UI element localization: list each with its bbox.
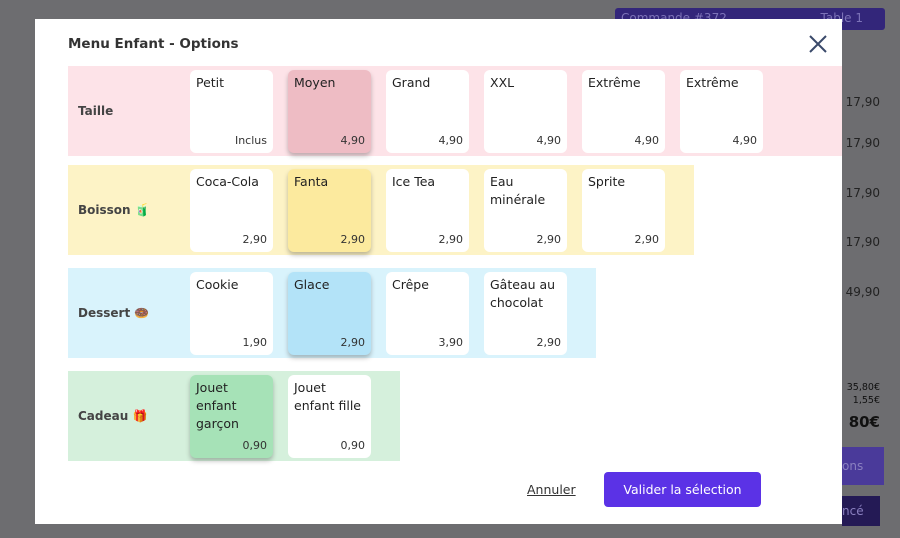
option-price: 2,90 xyxy=(242,233,268,246)
option-card[interactable]: Extrême 4,90 xyxy=(582,70,665,153)
option-card[interactable]: Eau minérale 2,90 xyxy=(484,169,567,252)
option-card[interactable]: Petit Inclus xyxy=(190,70,273,153)
option-group: Cadeau 🎁 Jouet enfant garçon 0,90 Jouet enf… xyxy=(68,371,400,461)
option-name: Gâteau au chocolat xyxy=(490,277,556,310)
total: 35,80€ xyxy=(846,382,880,393)
group-label: Boisson 🧃 xyxy=(78,203,150,217)
option-name: Glace xyxy=(294,277,330,292)
modal-title: Menu Enfant - Options xyxy=(68,36,239,52)
close-icon xyxy=(809,35,827,53)
option-card[interactable]: Coca-Cola 2,90 xyxy=(190,169,273,252)
option-price: 4,90 xyxy=(536,134,562,147)
option-card[interactable]: Fanta 2,90 xyxy=(288,169,371,252)
option-price: 2,90 xyxy=(536,336,562,349)
partial-button-label: ons xyxy=(842,459,864,473)
option-card[interactable]: Ice Tea 2,90 xyxy=(386,169,469,252)
option-price: 2,90 xyxy=(536,233,562,246)
option-price: 1,90 xyxy=(242,336,268,349)
group-label: Taille xyxy=(78,104,114,118)
option-card[interactable]: Grand 4,90 xyxy=(386,70,469,153)
line-price: 49,90 xyxy=(845,285,880,299)
option-price: 2,90 xyxy=(340,233,366,246)
option-name: Crêpe xyxy=(392,277,429,292)
partial-button-label: ncé xyxy=(842,504,864,518)
option-price: 4,90 xyxy=(732,134,758,147)
close-button[interactable] xyxy=(807,33,829,55)
group-label: Dessert 🍩 xyxy=(78,306,150,320)
option-price: 2,90 xyxy=(340,336,366,349)
option-name: Eau minérale xyxy=(490,174,546,207)
confirm-button[interactable]: Valider la sélection xyxy=(604,472,761,507)
partial-button[interactable]: ons xyxy=(842,447,884,485)
option-price: 2,90 xyxy=(634,233,660,246)
option-name: Petit xyxy=(196,75,225,90)
option-card[interactable]: Moyen 4,90 xyxy=(288,70,371,153)
option-name: Jouet enfant garçon xyxy=(196,380,239,431)
option-card[interactable]: Glace 2,90 xyxy=(288,272,371,355)
option-price: 0,90 xyxy=(242,439,268,452)
group-label: Cadeau 🎁 xyxy=(78,409,148,423)
total: 1,55€ xyxy=(852,395,880,406)
option-card[interactable]: Jouet enfant fille 0,90 xyxy=(288,375,371,458)
option-name: Extrême xyxy=(588,75,641,90)
option-price: 0,90 xyxy=(340,439,366,452)
line-price: 17,90 xyxy=(845,186,880,200)
option-name: Ice Tea xyxy=(392,174,436,189)
option-name: Jouet enfant fille xyxy=(294,380,361,413)
option-name: Fanta xyxy=(294,174,329,189)
option-name: Moyen xyxy=(294,75,336,90)
option-name: Extrême xyxy=(686,75,739,90)
option-card[interactable]: Jouet enfant garçon 0,90 xyxy=(190,375,273,458)
line-price: 17,90 xyxy=(845,235,880,249)
option-group: Dessert 🍩 Cookie 1,90 Glace 2,90 Crêpe 3,90 Gât… xyxy=(68,268,596,358)
cancel-link[interactable]: Annuler xyxy=(527,482,576,497)
total: 80€ xyxy=(848,413,880,431)
option-price: 4,90 xyxy=(340,134,366,147)
option-price: 3,90 xyxy=(438,336,464,349)
option-card[interactable]: Gâteau au chocolat 2,90 xyxy=(484,272,567,355)
option-price: Inclus xyxy=(234,134,267,147)
option-name: Coca-Cola xyxy=(196,174,259,189)
partial-button[interactable]: ncé xyxy=(842,496,880,526)
option-group: Taille Petit Inclus Moyen 4,90 Grand 4,90 XXL 4,… xyxy=(68,66,842,156)
option-card[interactable]: Sprite 2,90 xyxy=(582,169,665,252)
option-card[interactable]: XXL 4,90 xyxy=(484,70,567,153)
line-price: 17,90 xyxy=(845,136,880,150)
option-card[interactable]: Crêpe 3,90 xyxy=(386,272,469,355)
option-group: Boisson 🧃 Coca-Cola 2,90 Fanta 2,90 Ice Tea 2,… xyxy=(68,165,694,255)
option-name: Cookie xyxy=(196,277,239,292)
option-price: 2,90 xyxy=(438,233,464,246)
option-name: Grand xyxy=(392,75,431,90)
option-price: 4,90 xyxy=(438,134,464,147)
option-name: XXL xyxy=(490,75,515,90)
line-price: 17,90 xyxy=(845,95,880,109)
option-name: Sprite xyxy=(588,174,626,189)
option-price: 4,90 xyxy=(634,134,660,147)
option-card[interactable]: Cookie 1,90 xyxy=(190,272,273,355)
options-modal: Menu Enfant - Options Taille Petit Inclus M… xyxy=(35,19,842,524)
option-card[interactable]: Extrême 4,90 xyxy=(680,70,763,153)
